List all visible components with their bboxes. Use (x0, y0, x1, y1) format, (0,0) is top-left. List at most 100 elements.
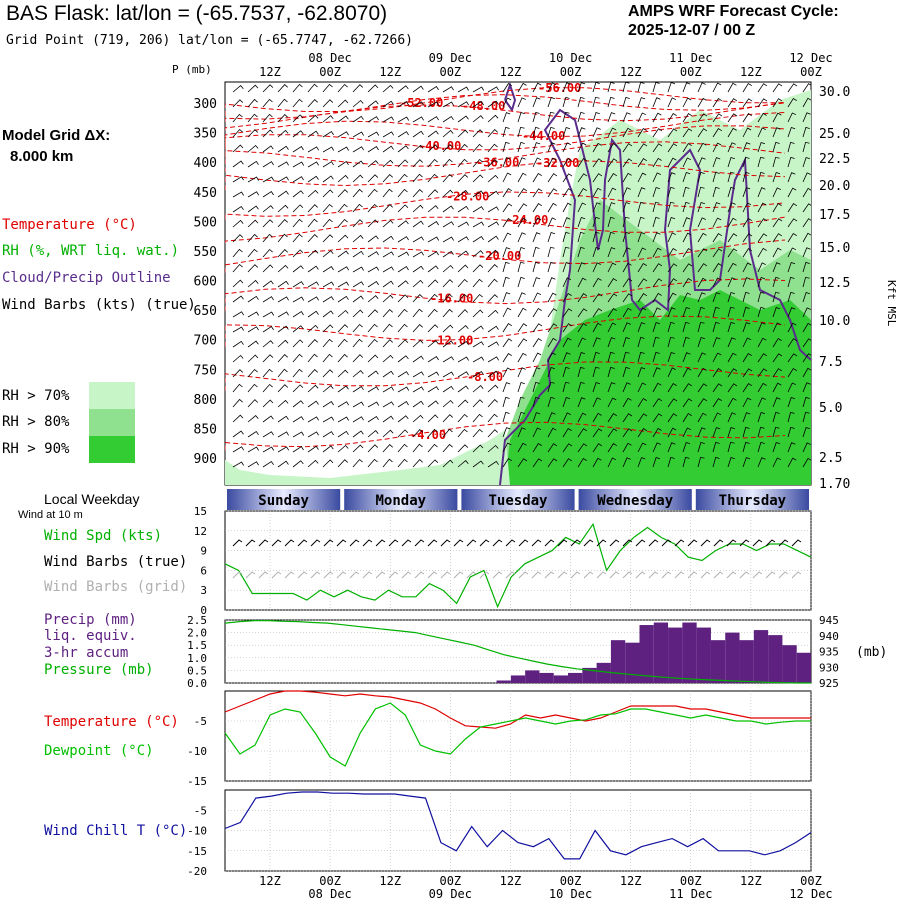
wind-barb (637, 307, 647, 318)
wind-barb (772, 353, 783, 363)
surface-wind-barb (596, 539, 607, 547)
wind-barb (412, 386, 424, 393)
wind-barb (607, 428, 618, 438)
wind-barb (667, 367, 676, 378)
wind-barb (412, 189, 423, 198)
wind-barb (517, 203, 528, 213)
weekday-segment (461, 489, 575, 510)
wind-barb (562, 277, 571, 288)
wind-barb (442, 144, 454, 153)
wind-barb (322, 385, 334, 393)
wind-barb (637, 143, 648, 153)
wind-barb (757, 411, 766, 423)
wind-barb (352, 281, 364, 288)
wind-barb (592, 202, 601, 213)
wind-barb (502, 382, 511, 393)
wind-barb (517, 261, 525, 273)
wind-barb (577, 111, 585, 123)
wind-barb (727, 397, 737, 408)
wind-barb (787, 322, 797, 333)
wind-barb (787, 411, 795, 423)
wind-barb (637, 187, 646, 198)
wind-barb (592, 231, 600, 243)
wind-barb (727, 412, 736, 423)
wind-barb (367, 386, 379, 393)
wind-barb (802, 126, 810, 138)
wind-barb (532, 442, 542, 453)
wind-barb (442, 236, 454, 243)
wind-barb (292, 460, 304, 468)
surface-wind-barb (518, 539, 529, 547)
wind-barb (457, 278, 468, 288)
wind-barb (367, 458, 378, 468)
wind-barb (652, 82, 660, 93)
wind-barb (277, 219, 288, 228)
wind-barb (367, 280, 379, 288)
wind-barb (757, 247, 767, 258)
wind-barb (742, 412, 751, 423)
wind-barb (427, 459, 439, 468)
wind-barb (397, 188, 408, 198)
wind-barb (517, 442, 527, 453)
grid-wind-barb (375, 571, 386, 579)
wind-barb (442, 308, 453, 318)
wind-barb (292, 161, 305, 168)
wind-barb (472, 221, 485, 228)
wind-barb (772, 112, 782, 123)
surface-wind-barb (375, 539, 386, 547)
panel-tick-label: 0.0 (187, 677, 207, 690)
wind-barb (232, 219, 244, 228)
panel-tick-label: 15 (194, 505, 207, 518)
wind-barb (652, 456, 661, 468)
temperature-contour (225, 216, 786, 244)
wind-barb (592, 308, 603, 318)
wind-barb (442, 250, 454, 258)
wind-barb (787, 156, 795, 168)
wind-barb (367, 160, 379, 168)
wind-barb (502, 458, 513, 468)
wind-barb (697, 128, 708, 138)
wind-barb (322, 431, 334, 438)
wind-barb (607, 127, 617, 138)
temperature-contour (225, 87, 785, 116)
wind-barb (262, 264, 274, 273)
weekday-label: Wednesday (597, 493, 673, 509)
wind-barb (802, 276, 810, 288)
wind-barb (547, 337, 557, 348)
precip-bar (782, 645, 797, 683)
wind-barb (772, 382, 782, 393)
wind-barb (337, 189, 349, 198)
wind-barb (667, 278, 678, 288)
wind-barb (442, 221, 455, 228)
wind-barb (622, 143, 633, 153)
wind-barb (787, 261, 796, 273)
wind-barb (592, 293, 603, 303)
wind-barb (367, 295, 379, 303)
wind-barb (337, 309, 349, 318)
wind-barb (427, 251, 439, 258)
wind-barb (637, 413, 648, 423)
wind-barb (577, 187, 587, 198)
wind-barb (622, 382, 631, 393)
wind-barb (667, 157, 677, 168)
wind-barb (772, 291, 780, 303)
wind-barb (532, 217, 542, 228)
pressure-tick-label: 945 (819, 614, 839, 627)
wind-barb (592, 158, 603, 168)
wind-barb (262, 233, 273, 243)
wind-barb (352, 84, 364, 93)
wind-barb (652, 186, 661, 198)
wind-barb (427, 279, 439, 288)
wind-barb (382, 100, 394, 108)
grid-wind-barb (414, 571, 425, 579)
wind-barb (532, 246, 540, 258)
wind-barb (322, 401, 334, 408)
wind-barb (607, 96, 615, 108)
wind-barb (487, 129, 498, 138)
wind-barb (607, 143, 618, 153)
wind-barb (397, 339, 409, 348)
wind-barb (472, 206, 484, 213)
panel-tick-label: 0 (200, 604, 207, 617)
pressure-tick-label: 750 (194, 363, 217, 378)
